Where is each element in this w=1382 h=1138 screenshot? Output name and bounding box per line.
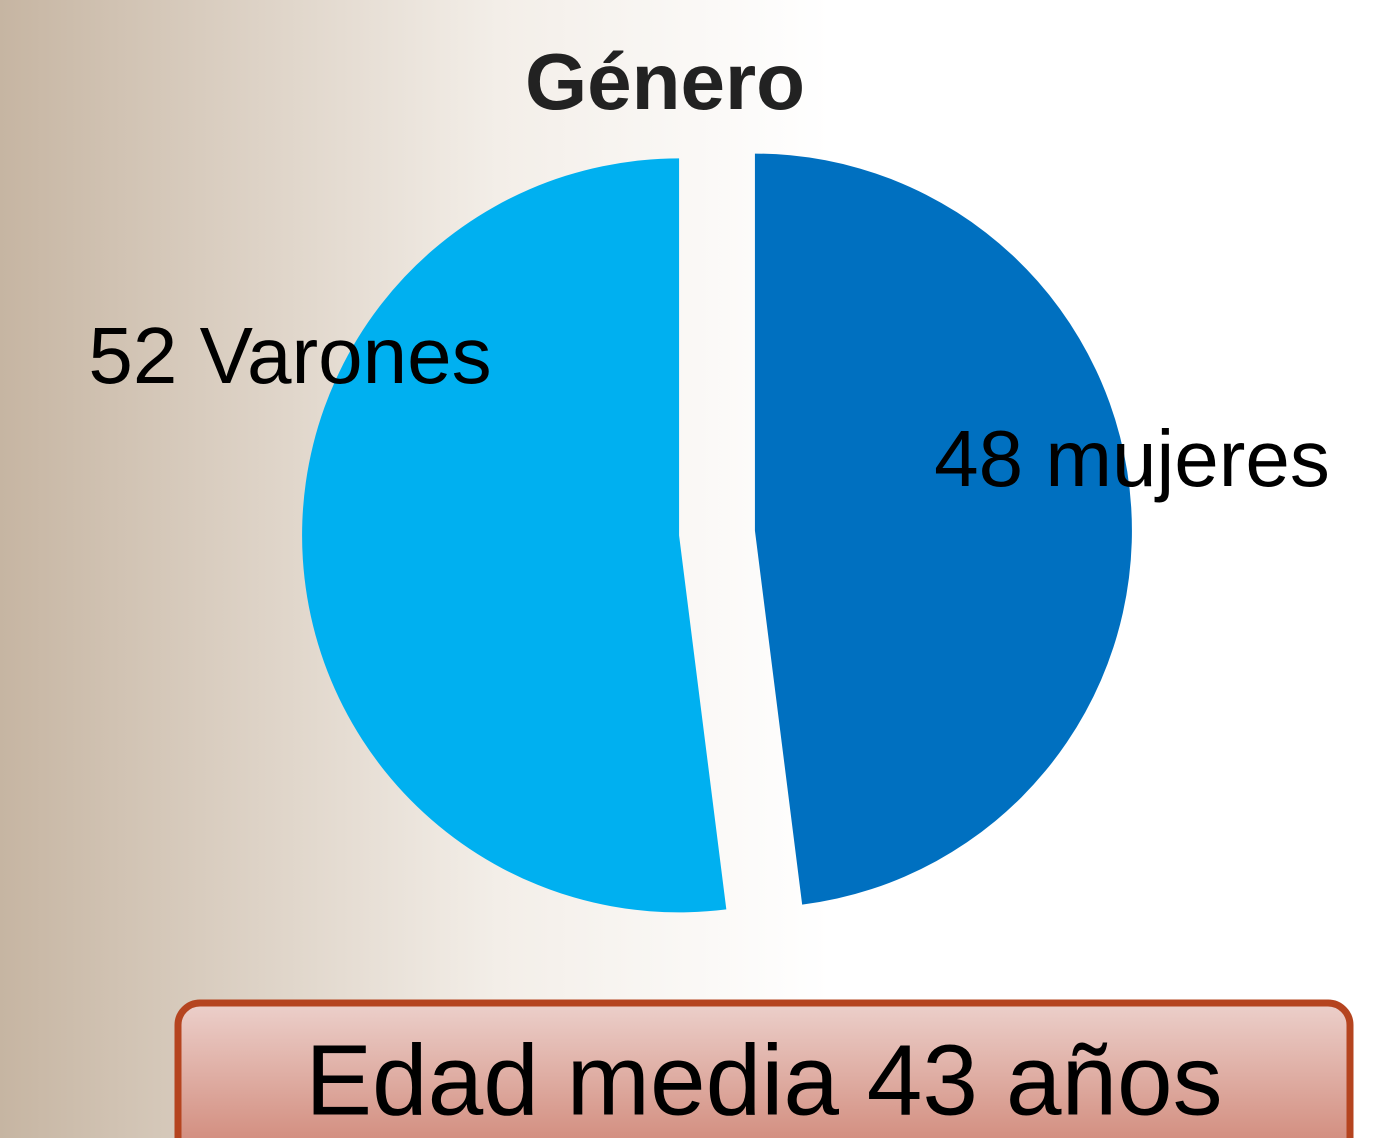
pie-slice (302, 158, 727, 913)
pie (302, 153, 1132, 913)
data-label: 52 Varones (88, 311, 491, 400)
annotation-box (174, 999, 1354, 1138)
chart-title: Género (525, 37, 805, 126)
data-label: 48 mujeres (934, 414, 1330, 503)
annotation: Edad media 43 años (305, 1024, 1222, 1136)
pie-slice (754, 153, 1132, 905)
